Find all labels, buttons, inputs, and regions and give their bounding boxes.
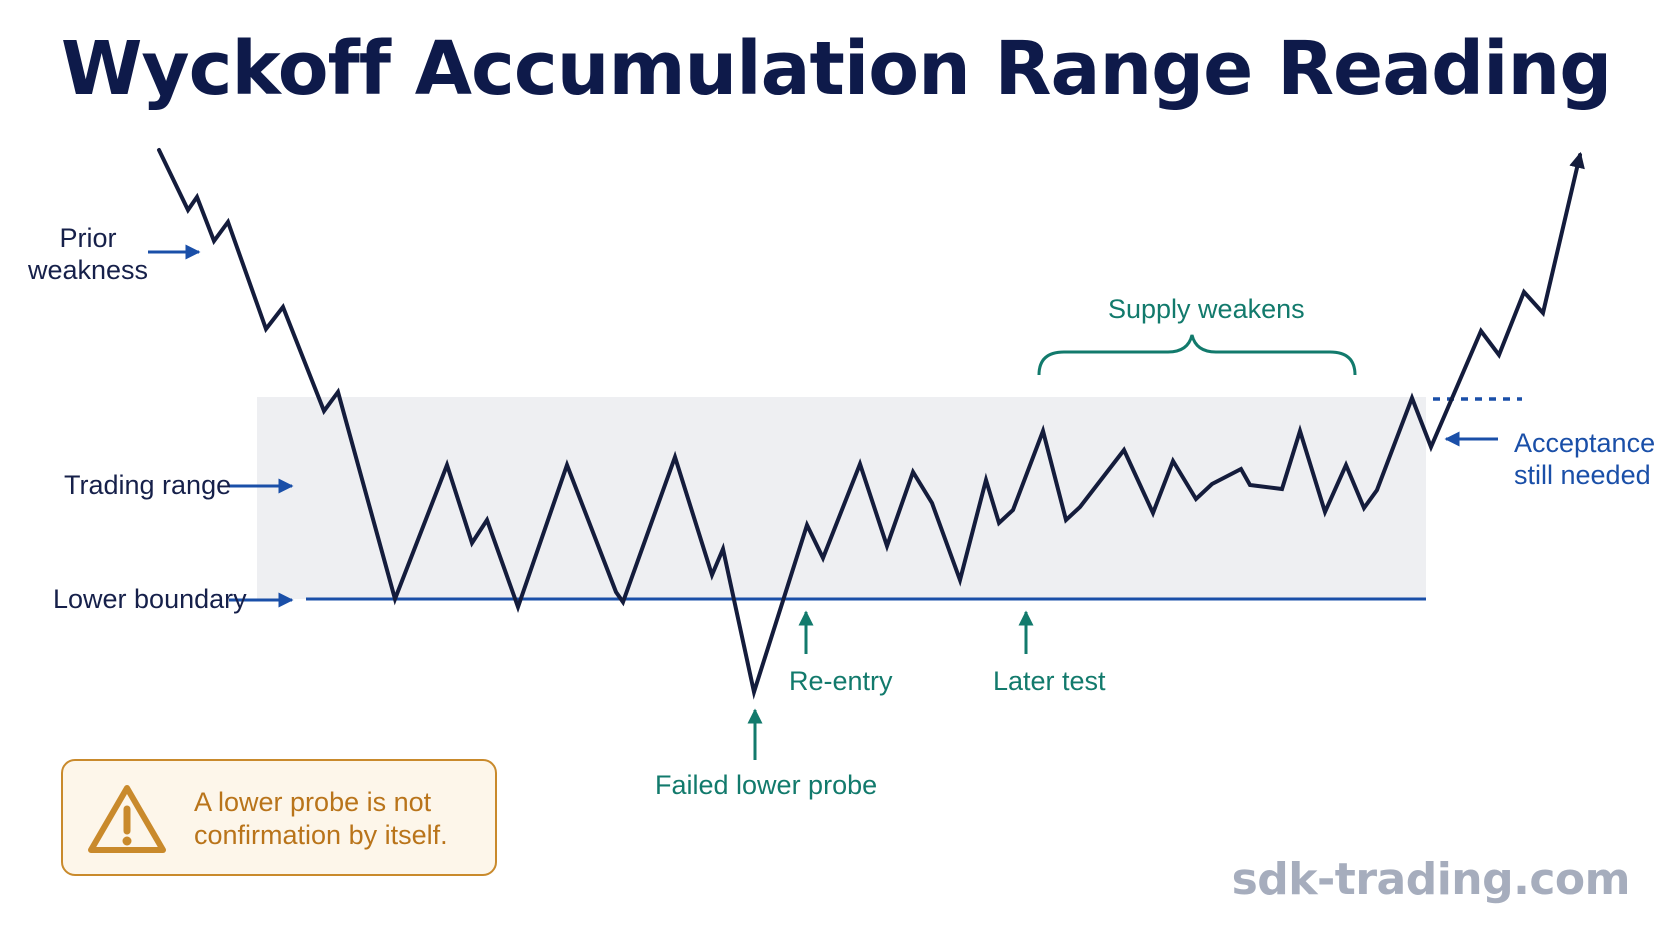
prior-weakness-label: Prior weakness — [27, 223, 149, 285]
price-path — [157, 148, 1585, 700]
reentry-label: Re-entry — [789, 666, 893, 696]
acceptance-label: Acceptance still needed — [1514, 428, 1656, 490]
trading-range-label: Trading range — [64, 470, 232, 500]
watermark: sdk-trading.com — [1231, 854, 1631, 905]
warning-text: A lower probe is not confirmation by its… — [194, 787, 448, 850]
warning-triangle-icon — [88, 785, 166, 853]
lower-boundary-label: Lower boundary — [53, 584, 247, 614]
trading-range-zone — [257, 397, 1426, 599]
supply-weakens-brace — [1037, 334, 1357, 376]
later-test-label: Later test — [993, 666, 1106, 696]
supply-weakens-label: Supply weakens — [1108, 294, 1305, 324]
failed-probe-label: Failed lower probe — [655, 770, 878, 800]
warning-callout: A lower probe is not confirmation by its… — [61, 759, 497, 876]
page-title: Wyckoff Accumulation Range Reading — [60, 26, 1612, 112]
